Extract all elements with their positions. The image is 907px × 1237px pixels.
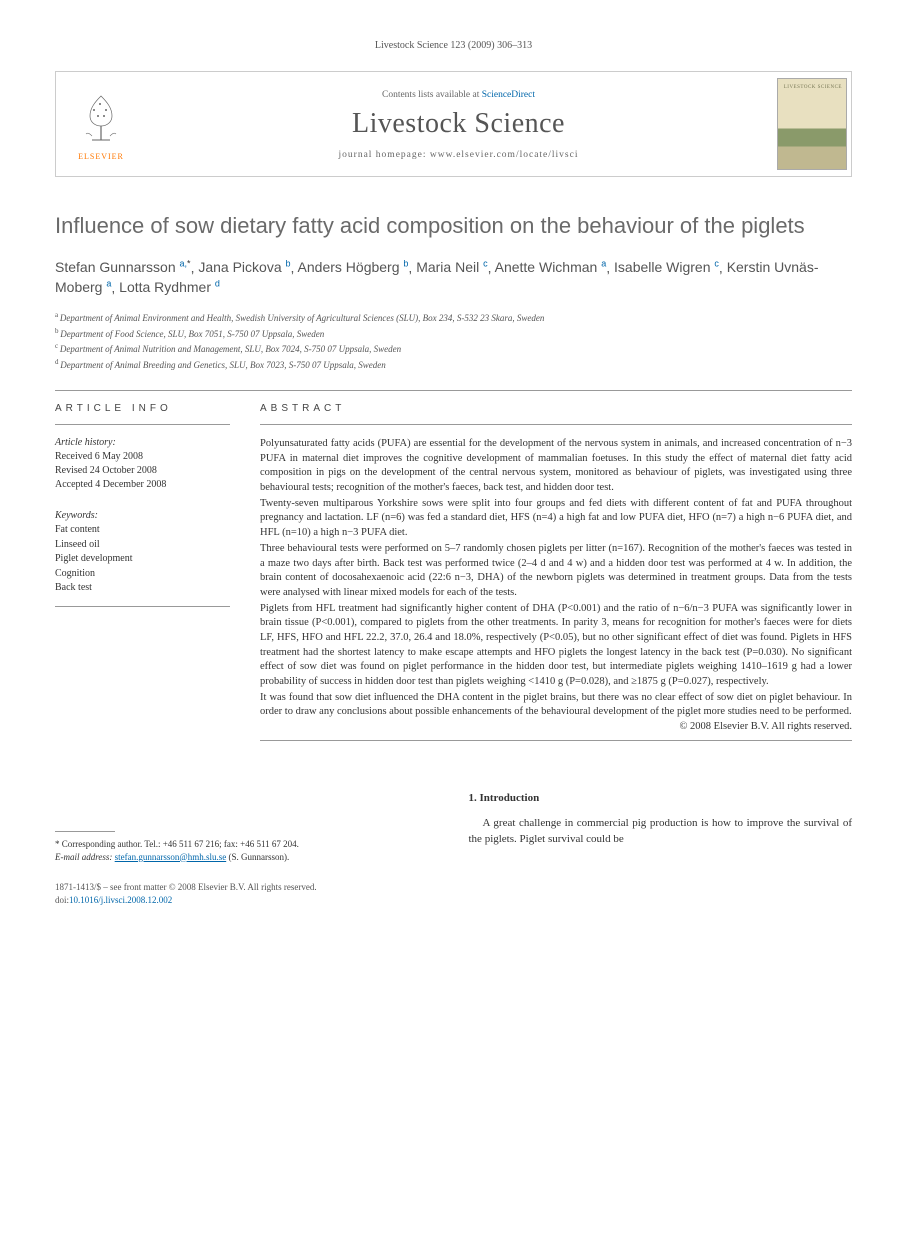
- corr-suffix: (S. Gunnarsson).: [228, 852, 289, 862]
- corr-email-link[interactable]: stefan.gunnarsson@hmh.slu.se: [115, 852, 227, 862]
- author: Anette Wichman a: [495, 259, 607, 275]
- author: Anders Högberg b: [298, 259, 409, 275]
- corresponding-author: * Corresponding author. Tel.: +46 511 67…: [55, 838, 439, 863]
- history-item: Accepted 4 December 2008: [55, 478, 230, 492]
- affiliation-line: b Department of Food Science, SLU, Box 7…: [55, 326, 852, 342]
- author-affil-sup: b: [286, 259, 291, 269]
- homepage-prefix: journal homepage:: [339, 150, 430, 160]
- sciencedirect-link[interactable]: ScienceDirect: [482, 90, 535, 100]
- keyword-item: Piglet development: [55, 552, 230, 567]
- keyword-item: Fat content: [55, 523, 230, 538]
- abstract-bottom-rule: [260, 740, 852, 741]
- abstract-text: Polyunsaturated fatty acids (PUFA) are e…: [260, 437, 852, 720]
- affiliation-line: d Department of Animal Breeding and Gene…: [55, 357, 852, 373]
- info-bottom-rule: [55, 606, 230, 607]
- elsevier-label: ELSEVIER: [78, 152, 124, 161]
- corr-rule: [55, 831, 115, 832]
- journal-name: Livestock Science: [156, 108, 761, 140]
- elsevier-tree-icon: [70, 88, 132, 150]
- section-1-heading: 1. Introduction: [469, 791, 853, 806]
- elsevier-logo: ELSEVIER: [56, 72, 146, 176]
- authors-list: Stefan Gunnarsson a,*, Jana Pickova b, A…: [55, 258, 852, 299]
- author-affil-sup: b: [403, 259, 408, 269]
- affiliation-line: a Department of Animal Environment and H…: [55, 310, 852, 326]
- abstract-block: ABSTRACT Polyunsaturated fatty acids (PU…: [260, 391, 852, 741]
- author: Maria Neil c: [416, 259, 487, 275]
- homepage-url[interactable]: www.elsevier.com/locate/livsci: [430, 150, 579, 160]
- history-item: Revised 24 October 2008: [55, 464, 230, 478]
- author: Jana Pickova b: [198, 259, 290, 275]
- abstract-paragraph: Twenty-seven multiparous Yorkshire sows …: [260, 497, 852, 541]
- abstract-paragraph: Piglets from HFL treatment had significa…: [260, 602, 852, 690]
- corresponding-star-icon: *: [187, 259, 191, 269]
- history-label: Article history:: [55, 437, 230, 448]
- affiliations: a Department of Animal Environment and H…: [55, 310, 852, 372]
- history-item: Received 6 May 2008: [55, 450, 230, 464]
- issn-line: 1871-1413/$ – see front matter © 2008 El…: [55, 881, 852, 894]
- author-affil-sup: a,: [180, 259, 188, 269]
- article-info-heading: ARTICLE INFO: [55, 403, 230, 425]
- journal-cover-image: LIVESTOCK SCIENCE: [777, 78, 847, 170]
- corr-line: * Corresponding author. Tel.: +46 511 67…: [55, 838, 439, 851]
- journal-header-box: ELSEVIER Contents lists available at Sci…: [55, 71, 852, 177]
- author-affil-sup: c: [483, 259, 488, 269]
- contents-line: Contents lists available at ScienceDirec…: [156, 90, 761, 100]
- author: Stefan Gunnarsson a,*: [55, 259, 191, 275]
- author-affil-sup: a: [106, 279, 111, 289]
- keyword-item: Linseed oil: [55, 538, 230, 553]
- abstract-paragraph: Polyunsaturated fatty acids (PUFA) are e…: [260, 437, 852, 496]
- doi-link[interactable]: 10.1016/j.livsci.2008.12.002: [69, 895, 172, 905]
- page-footer: 1871-1413/$ – see front matter © 2008 El…: [55, 881, 852, 906]
- author-affil-sup: d: [215, 279, 220, 289]
- header-center: Contents lists available at ScienceDirec…: [146, 72, 771, 176]
- left-column: * Corresponding author. Tel.: +46 511 67…: [55, 791, 439, 863]
- email-label: E-mail address:: [55, 852, 112, 862]
- right-column: 1. Introduction A great challenge in com…: [469, 791, 853, 863]
- journal-cover: LIVESTOCK SCIENCE: [771, 72, 851, 176]
- author: Isabelle Wigren c: [614, 259, 719, 275]
- cover-label: LIVESTOCK SCIENCE: [784, 85, 842, 90]
- keyword-item: Back test: [55, 581, 230, 596]
- keyword-item: Cognition: [55, 567, 230, 582]
- keywords-label: Keywords:: [55, 510, 230, 521]
- abstract-copyright: © 2008 Elsevier B.V. All rights reserved…: [260, 721, 852, 732]
- article-title: Influence of sow dietary fatty acid comp…: [55, 212, 852, 240]
- abstract-paragraph: Three behavioural tests were performed o…: [260, 542, 852, 601]
- author-affil-sup: c: [714, 259, 719, 269]
- doi-label: doi:: [55, 895, 69, 905]
- running-header: Livestock Science 123 (2009) 306–313: [55, 40, 852, 51]
- author: Lotta Rydhmer d: [119, 279, 220, 295]
- abstract-paragraph: It was found that sow diet influenced th…: [260, 691, 852, 720]
- affiliation-line: c Department of Animal Nutrition and Man…: [55, 341, 852, 357]
- abstract-heading: ABSTRACT: [260, 403, 852, 425]
- intro-para-1: A great challenge in commercial pig prod…: [469, 816, 853, 847]
- contents-prefix: Contents lists available at: [382, 90, 482, 100]
- author-affil-sup: a: [601, 259, 606, 269]
- article-info-block: ARTICLE INFO Article history: Received 6…: [55, 391, 230, 741]
- homepage-line: journal homepage: www.elsevier.com/locat…: [156, 150, 761, 160]
